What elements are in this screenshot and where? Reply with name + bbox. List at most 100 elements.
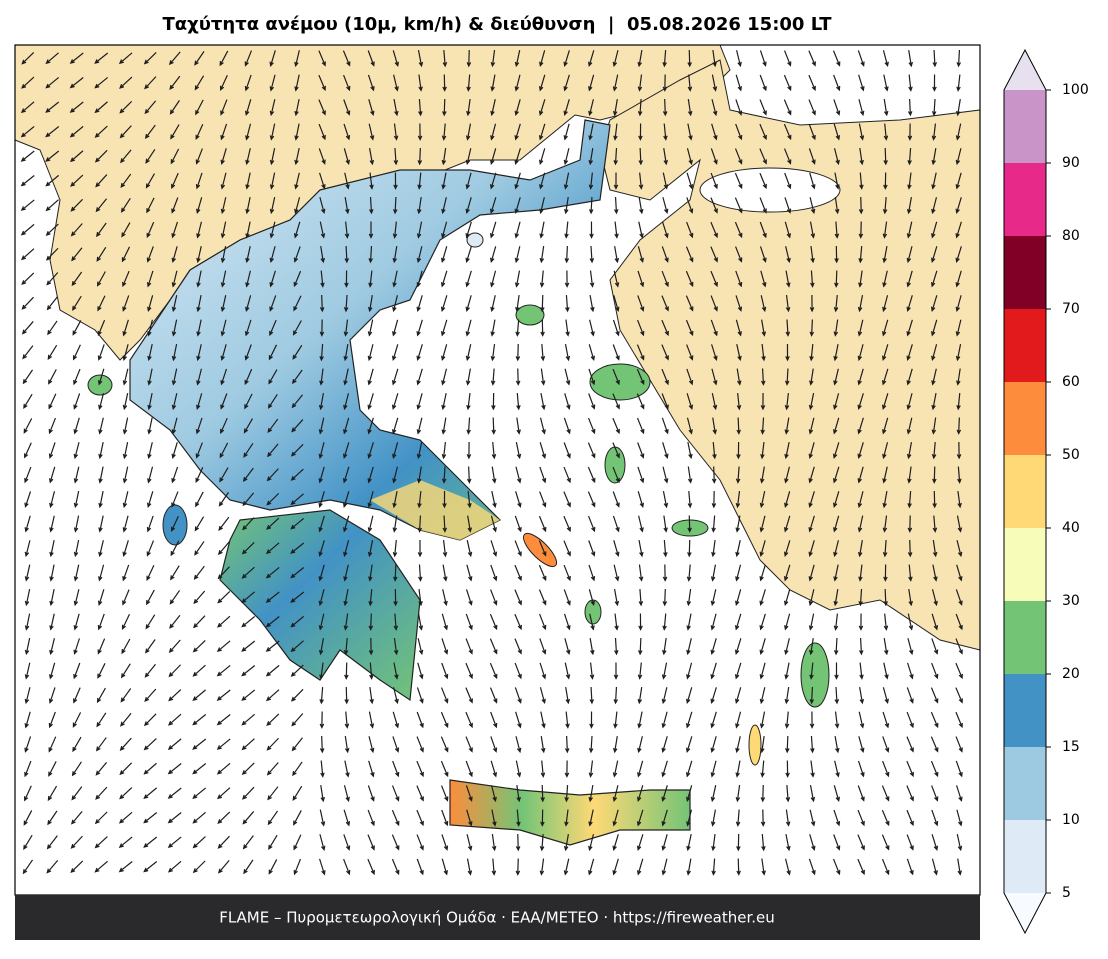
wind-arrow — [710, 638, 717, 656]
wind-arrow — [216, 689, 231, 701]
wind-arrow — [712, 49, 717, 68]
wind-arrow — [832, 50, 841, 67]
wind-arrow — [809, 809, 816, 827]
wind-arrow — [956, 368, 961, 386]
wind-arrow — [440, 295, 448, 312]
wind-arrow — [318, 638, 325, 656]
wind-arrow — [833, 564, 839, 582]
wind-arrow — [930, 760, 939, 778]
wind-arrow — [661, 344, 669, 361]
wind-arrow — [760, 270, 767, 288]
wind-arrow — [883, 638, 889, 656]
wind-arrow — [588, 368, 596, 386]
wind-arrow — [441, 147, 447, 166]
wind-arrow — [143, 812, 158, 824]
wind-arrow — [833, 344, 839, 362]
wind-arrow — [70, 860, 84, 874]
wind-arrow — [146, 589, 155, 606]
wind-arrow — [563, 515, 571, 533]
wind-arrow — [490, 589, 498, 606]
wind-arrow — [882, 491, 888, 509]
wind-arrow — [49, 589, 55, 607]
wind-arrow — [216, 762, 231, 775]
wind-arrow — [784, 368, 790, 386]
wind-arrow — [118, 836, 133, 848]
wind-arrow — [808, 74, 816, 92]
colorbar-segment — [1004, 674, 1046, 747]
wind-arrow — [735, 760, 741, 778]
wind-arrow — [735, 99, 743, 116]
wind-arrow — [735, 809, 741, 827]
wind-arrow — [857, 785, 865, 802]
wind-arrow — [515, 491, 522, 508]
wind-arrow — [368, 613, 374, 631]
wind-arrow — [883, 99, 889, 117]
wind-arrow — [196, 246, 202, 264]
wind-arrow — [930, 270, 938, 288]
wind-arrow — [71, 786, 83, 801]
wind-arrow — [491, 441, 497, 460]
wind-arrow — [96, 271, 106, 287]
wind-arrow — [661, 393, 669, 410]
wind-arrow — [245, 123, 252, 141]
wind-arrow — [931, 98, 937, 117]
wind-arrow — [47, 810, 58, 826]
wind-arrow — [146, 270, 154, 288]
wind-arrow — [637, 50, 643, 68]
wind-arrow — [241, 713, 256, 726]
wind-arrow — [367, 417, 374, 435]
wind-arrow — [588, 540, 596, 557]
wind-arrow — [369, 686, 374, 705]
wind-arrow — [440, 785, 449, 802]
wind-arrow — [73, 442, 80, 460]
wind-arrow — [319, 343, 324, 362]
wind-arrow — [612, 834, 619, 851]
wind-arrow — [637, 711, 643, 729]
wind-arrow — [564, 368, 571, 386]
wind-arrow — [735, 246, 743, 263]
wind-arrow — [440, 687, 449, 704]
wind-arrow — [95, 737, 107, 752]
wind-arrow — [539, 638, 547, 655]
wind-arrow — [441, 246, 448, 264]
wind-arrow — [220, 172, 227, 190]
wind-arrow — [589, 638, 595, 656]
wind-arrow — [69, 101, 84, 113]
wind-arrow — [417, 50, 424, 68]
wind-arrow — [636, 344, 645, 361]
wind-arrow — [21, 321, 34, 335]
wind-arrow — [24, 466, 32, 484]
wind-arrow — [955, 638, 963, 655]
wind-arrow — [735, 123, 743, 141]
footer-band — [15, 895, 980, 940]
wind-arrow — [489, 662, 498, 680]
wind-arrow — [318, 442, 325, 460]
wind-arrow — [637, 295, 645, 312]
wind-arrow — [490, 711, 498, 729]
wind-arrow — [269, 50, 276, 67]
wind-arrow — [441, 858, 448, 876]
wind-arrow — [638, 221, 644, 239]
wind-arrow — [267, 810, 279, 826]
wind-arrow — [265, 664, 280, 677]
wind-arrow — [711, 833, 716, 852]
wind-arrow — [167, 836, 182, 848]
wind-arrow — [955, 589, 963, 606]
wind-arrow — [931, 662, 939, 680]
wind-arrow — [20, 101, 35, 114]
wind-arrow — [118, 811, 133, 824]
wind-arrow — [46, 296, 58, 311]
wind-arrow — [882, 50, 889, 68]
wind-arrow — [833, 294, 839, 313]
wind-arrow — [24, 515, 31, 533]
wind-arrow — [760, 784, 766, 803]
wind-arrow — [343, 564, 349, 582]
colorbar-tick-label: 15 — [1062, 739, 1080, 755]
wind-arrow — [195, 99, 204, 116]
wind-arrow — [785, 784, 791, 803]
wind-arrow — [685, 246, 694, 263]
wind-arrow — [833, 637, 839, 656]
wind-arrow — [318, 417, 325, 435]
wind-arrow — [95, 198, 108, 213]
wind-arrow — [857, 295, 864, 313]
